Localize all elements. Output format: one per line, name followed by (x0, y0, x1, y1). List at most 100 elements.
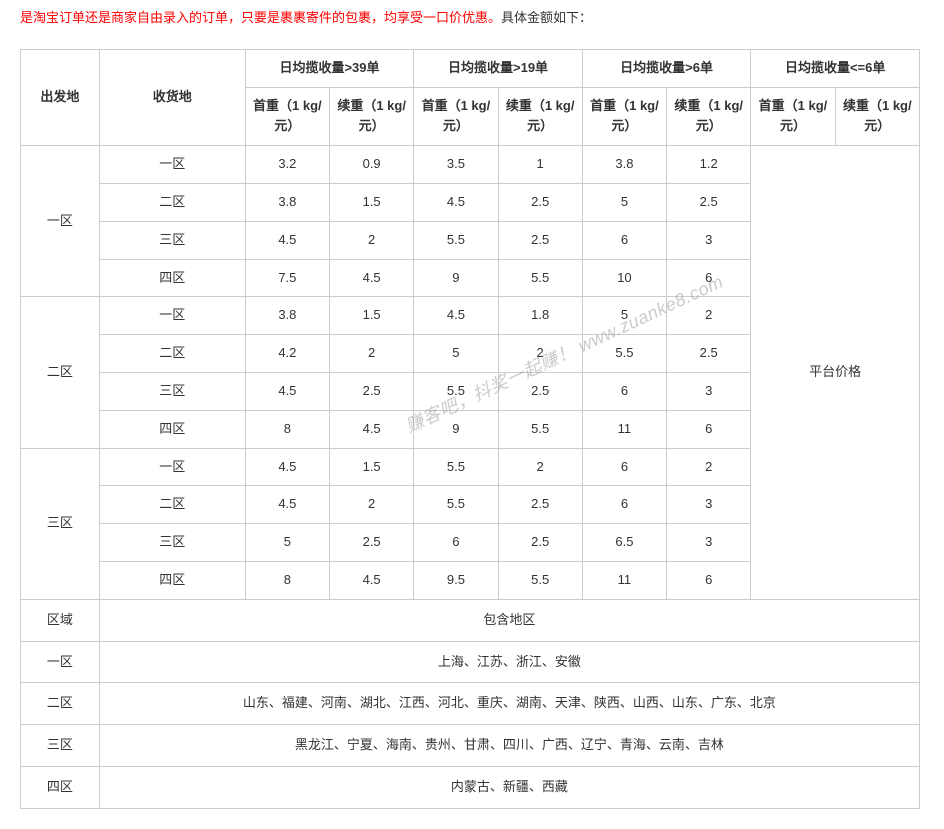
region-areas: 山东、福建、河南、湖北、江西、河北、重庆、湖南、天津、陕西、山西、山东、广东、北… (99, 683, 919, 725)
price-cell: 11 (582, 561, 666, 599)
sub-cont-2: 续重（1 kg/元） (498, 87, 582, 146)
dest-cell: 一区 (99, 297, 245, 335)
sub-first-4: 首重（1 kg/元） (751, 87, 835, 146)
price-cell: 9.5 (414, 561, 498, 599)
intro-red: 是淘宝订单还是商家自由录入的订单，只要是裹裹寄件的包裹，均享受一口价优惠。 (20, 10, 501, 25)
price-cell: 5 (245, 524, 329, 562)
price-cell: 2.5 (498, 372, 582, 410)
dest-cell: 一区 (99, 448, 245, 486)
price-cell: 6 (582, 372, 666, 410)
price-cell: 5.5 (414, 486, 498, 524)
price-cell: 7.5 (245, 259, 329, 297)
price-cell: 1 (498, 146, 582, 184)
price-cell: 3 (667, 486, 751, 524)
sub-cont-4: 续重（1 kg/元） (835, 87, 919, 146)
price-cell: 9 (414, 259, 498, 297)
dest-cell: 三区 (99, 524, 245, 562)
price-cell: 4.5 (245, 486, 329, 524)
price-cell: 3 (667, 524, 751, 562)
price-cell: 5.5 (414, 448, 498, 486)
price-cell: 5 (582, 297, 666, 335)
price-cell: 5.5 (414, 372, 498, 410)
region-areas: 黑龙江、宁夏、海南、贵州、甘肃、四川、广西、辽宁、青海、云南、吉林 (99, 725, 919, 767)
price-cell: 10 (582, 259, 666, 297)
dest-cell: 四区 (99, 561, 245, 599)
price-cell: 3 (667, 221, 751, 259)
price-cell: 5.5 (582, 335, 666, 373)
price-cell: 6 (582, 486, 666, 524)
price-cell: 2.5 (667, 183, 751, 221)
price-cell: 2 (330, 486, 414, 524)
price-cell: 2 (330, 335, 414, 373)
price-cell: 1.5 (330, 297, 414, 335)
price-cell: 8 (245, 561, 329, 599)
price-cell: 4.5 (245, 221, 329, 259)
dest-cell: 三区 (99, 372, 245, 410)
price-cell: 2.5 (330, 524, 414, 562)
sub-first-2: 首重（1 kg/元） (414, 87, 498, 146)
price-cell: 3.8 (245, 183, 329, 221)
origin-cell: 二区 (21, 297, 100, 448)
price-cell: 2.5 (498, 524, 582, 562)
sub-cont-3: 续重（1 kg/元） (667, 87, 751, 146)
region-zone: 四区 (21, 766, 100, 808)
price-cell: 2 (667, 448, 751, 486)
price-cell: 1.2 (667, 146, 751, 184)
region-areas: 上海、江苏、浙江、安徽 (99, 641, 919, 683)
price-cell: 5.5 (414, 221, 498, 259)
price-cell: 4.5 (245, 448, 329, 486)
price-cell: 6.5 (582, 524, 666, 562)
price-cell: 4.5 (414, 183, 498, 221)
price-cell: 2.5 (498, 486, 582, 524)
region-header-right: 包含地区 (99, 599, 919, 641)
price-cell: 5.5 (498, 410, 582, 448)
price-cell: 6 (414, 524, 498, 562)
pricing-table: 出发地 收货地 日均揽收量>39单 日均揽收量>19单 日均揽收量>6单 日均揽… (20, 49, 920, 809)
price-cell: 6 (582, 448, 666, 486)
price-cell: 6 (667, 410, 751, 448)
intro-text: 是淘宝订单还是商家自由录入的订单，只要是裹裹寄件的包裹，均享受一口价优惠。具体金… (20, 8, 920, 29)
price-cell: 6 (667, 561, 751, 599)
header-tier3: 日均揽收量>6单 (582, 49, 751, 87)
header-origin: 出发地 (21, 49, 100, 145)
sub-first-3: 首重（1 kg/元） (582, 87, 666, 146)
price-cell: 6 (582, 221, 666, 259)
price-cell: 4.5 (330, 410, 414, 448)
price-cell: 4.5 (330, 259, 414, 297)
region-zone: 一区 (21, 641, 100, 683)
price-cell: 1.5 (330, 183, 414, 221)
header-tier2: 日均揽收量>19单 (414, 49, 583, 87)
intro-black: 具体金额如下： (501, 10, 592, 25)
origin-cell: 三区 (21, 448, 100, 599)
price-cell: 2 (330, 221, 414, 259)
price-cell: 2 (667, 297, 751, 335)
price-cell: 6 (667, 259, 751, 297)
region-zone: 三区 (21, 725, 100, 767)
price-cell: 4.2 (245, 335, 329, 373)
header-dest: 收货地 (99, 49, 245, 145)
price-cell: 5.5 (498, 259, 582, 297)
price-cell: 2.5 (667, 335, 751, 373)
dest-cell: 二区 (99, 183, 245, 221)
region-zone: 二区 (21, 683, 100, 725)
price-cell: 2 (498, 448, 582, 486)
price-cell: 11 (582, 410, 666, 448)
price-cell: 3.5 (414, 146, 498, 184)
price-cell: 2.5 (330, 372, 414, 410)
header-tier4: 日均揽收量<=6单 (751, 49, 920, 87)
price-cell: 1.8 (498, 297, 582, 335)
price-cell: 8 (245, 410, 329, 448)
price-cell: 2.5 (498, 183, 582, 221)
platform-price-cell: 平台价格 (751, 146, 920, 600)
price-cell: 2 (498, 335, 582, 373)
price-cell: 4.5 (330, 561, 414, 599)
price-cell: 2.5 (498, 221, 582, 259)
header-tier1: 日均揽收量>39单 (245, 49, 414, 87)
region-header-left: 区域 (21, 599, 100, 641)
price-cell: 3.8 (245, 297, 329, 335)
sub-cont-1: 续重（1 kg/元） (330, 87, 414, 146)
price-cell: 0.9 (330, 146, 414, 184)
dest-cell: 四区 (99, 410, 245, 448)
price-cell: 5 (414, 335, 498, 373)
dest-cell: 四区 (99, 259, 245, 297)
